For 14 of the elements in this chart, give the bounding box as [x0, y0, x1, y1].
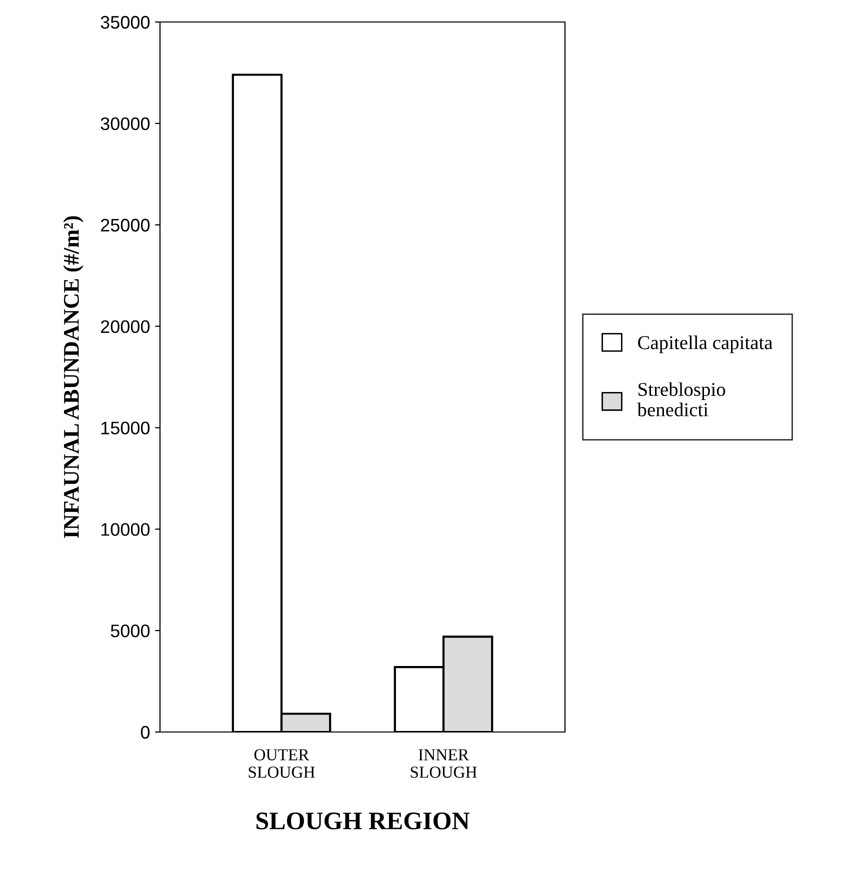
x-axis-title: SLOUGH REGION [256, 812, 470, 830]
y-tick-label: 0 [140, 726, 150, 739]
y-tick-label: 15000 [101, 422, 150, 434]
y-tick-label: 35000 [100, 16, 150, 29]
y-tick-label: 25000 [100, 218, 150, 232]
y-tick-label: 30000 [100, 117, 150, 130]
x-tick-label: INNER SLOUGH [410, 749, 477, 778]
x-tick-label: OUTER SLOUGH [248, 749, 315, 778]
legend-label: Capitella capitata [638, 336, 773, 354]
y-axis-title: INFAUNAL ABUNDANCE (#/m²) [63, 216, 84, 538]
y-tick-label: 10000 [101, 523, 150, 536]
y-tick-label: 5000 [110, 624, 150, 638]
legend-label: Streblospio benedicti [637, 382, 726, 416]
y-tick-label: 20000 [100, 320, 150, 334]
